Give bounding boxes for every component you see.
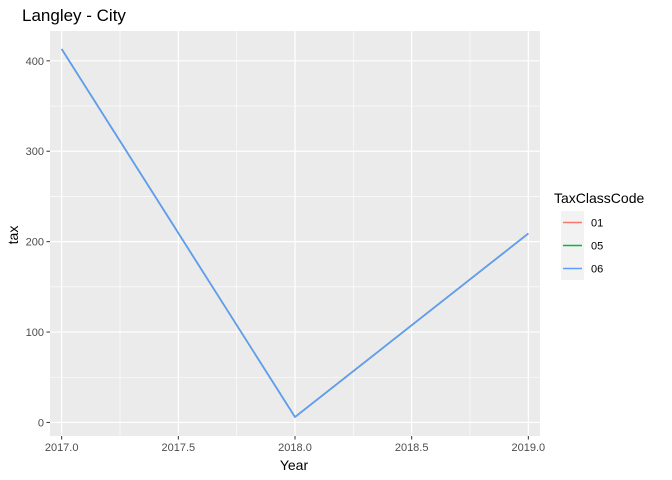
legend: TaxClassCode 01 05 06 (554, 190, 644, 280)
x-tick-label: 2019.0 (512, 442, 546, 454)
series-lines (60, 48, 529, 418)
x-tick-label: 2017.0 (45, 442, 79, 454)
x-tick-label: 2018.0 (278, 442, 312, 454)
legend-entries: 01 05 06 (561, 211, 603, 280)
series-line-06 (60, 48, 529, 418)
y-axis-title: tax (5, 226, 21, 245)
chart-title: Langley - City (22, 6, 126, 25)
y-tick-label: 300 (26, 146, 44, 158)
x-tick-label: 2017.5 (162, 442, 196, 454)
legend-label: 01 (591, 218, 603, 230)
legend-label: 06 (591, 264, 603, 276)
legend-label: 05 (591, 241, 603, 253)
y-tick-label: 400 (26, 56, 44, 68)
y-tick-label: 100 (26, 327, 44, 339)
y-tick-label: 0 (38, 417, 44, 429)
x-axis-title: Year (280, 457, 309, 473)
legend-title: TaxClassCode (554, 190, 644, 206)
y-axis-ticks: 0 100 200 300 400 (26, 56, 50, 429)
x-tick-label: 2018.5 (395, 442, 429, 454)
y-tick-label: 200 (26, 237, 44, 249)
x-axis-ticks: 2017.0 2017.5 2018.0 2018.5 2019.0 (45, 436, 545, 454)
